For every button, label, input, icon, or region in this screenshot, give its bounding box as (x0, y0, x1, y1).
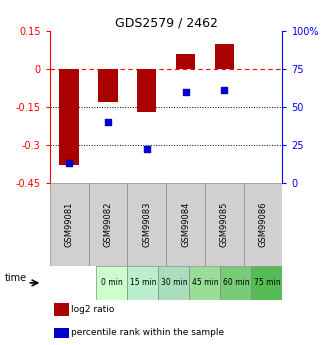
Point (222, 88, 227, 93)
Text: GSM99083: GSM99083 (142, 201, 151, 247)
Bar (215, 44, 234, 69)
Bar (89, 183, 127, 266)
Bar (176, 54, 195, 69)
Point (144, 147, 149, 152)
Text: time: time (5, 273, 27, 283)
Bar (244, 183, 282, 266)
Bar (205, 183, 244, 266)
Bar (221, 266, 251, 300)
Bar (127, 183, 166, 266)
Bar (137, 69, 156, 112)
Text: 60 min: 60 min (223, 278, 249, 287)
Title: GDS2579 / 2462: GDS2579 / 2462 (115, 17, 218, 30)
Text: 0 min: 0 min (101, 278, 123, 287)
Bar (166, 183, 205, 266)
Text: 15 min: 15 min (130, 278, 156, 287)
Bar (98, 69, 117, 102)
Text: GSM99085: GSM99085 (220, 201, 229, 247)
Text: 30 min: 30 min (160, 278, 187, 287)
Point (105, 119, 110, 125)
Text: GSM99084: GSM99084 (181, 201, 190, 247)
Bar (96, 266, 127, 300)
Bar (127, 266, 158, 300)
Text: 45 min: 45 min (192, 278, 218, 287)
Bar (55, 303, 69, 316)
Text: GSM99086: GSM99086 (259, 201, 268, 247)
Bar (59, 69, 79, 165)
Text: percentile rank within the sample: percentile rank within the sample (71, 328, 224, 337)
Text: log2 ratio: log2 ratio (71, 305, 115, 314)
Bar (50, 183, 89, 266)
Bar (251, 266, 282, 300)
Text: GSM99081: GSM99081 (65, 201, 74, 247)
Point (183, 89, 188, 95)
Bar (158, 266, 189, 300)
Point (66, 160, 72, 166)
Bar (189, 266, 221, 300)
Bar (55, 327, 69, 338)
Text: 75 min: 75 min (254, 278, 280, 287)
Text: GSM99082: GSM99082 (103, 201, 112, 247)
